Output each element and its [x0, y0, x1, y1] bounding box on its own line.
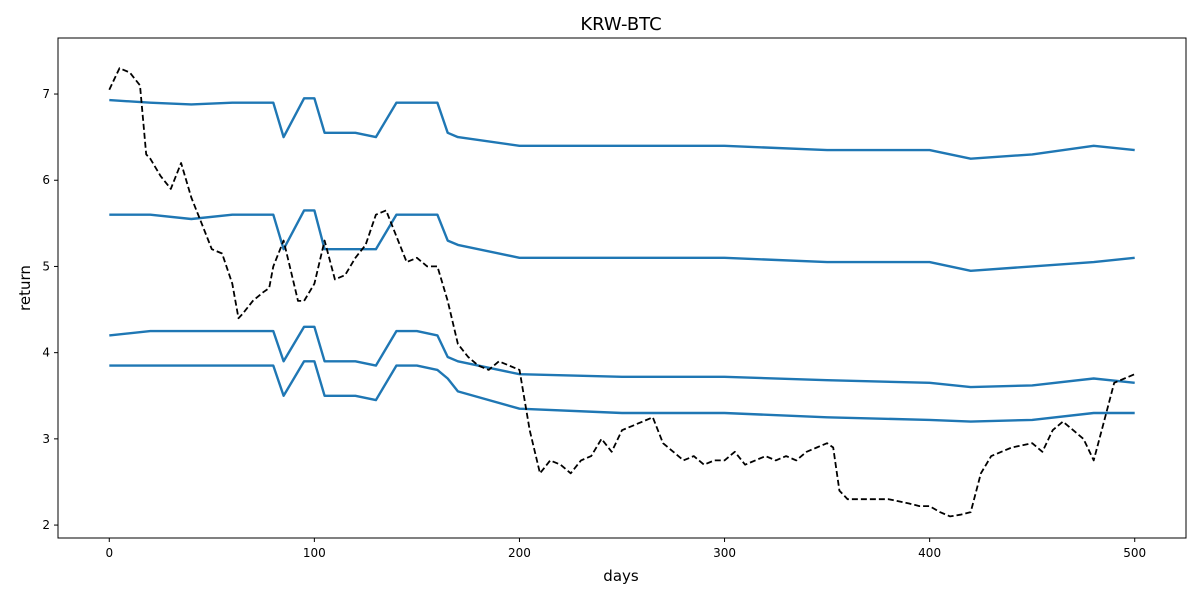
series-line-2 [109, 209, 1135, 272]
series-layer [108, 67, 1136, 518]
x-tick-label: 400 [918, 546, 941, 560]
x-tick-label: 0 [105, 546, 113, 560]
y-axis-ticks: 2 3 4 5 6 7 [42, 87, 58, 532]
x-tick-label: 500 [1123, 546, 1146, 560]
series-line-4 [109, 360, 1135, 423]
y-tick-label: 3 [42, 432, 50, 446]
series-line-1 [109, 97, 1135, 160]
x-tick-label: 300 [713, 546, 736, 560]
y-tick-label: 5 [42, 259, 50, 273]
x-tick-label: 100 [303, 546, 326, 560]
y-tick-label: 7 [42, 87, 50, 101]
x-axis-label: days [603, 567, 639, 585]
plot-area [57, 37, 1187, 539]
y-tick-label: 6 [42, 173, 50, 187]
y-tick-label: 4 [42, 346, 50, 360]
y-axis-label: return [16, 265, 34, 311]
series-line-dashed [108, 67, 1136, 518]
y-tick-label: 2 [42, 518, 50, 532]
chart-title: KRW-BTC [580, 14, 661, 35]
x-tick-label: 200 [508, 546, 531, 560]
x-axis-ticks: 0 100 200 300 400 500 [105, 538, 1146, 560]
series-line-3 [109, 325, 1135, 389]
